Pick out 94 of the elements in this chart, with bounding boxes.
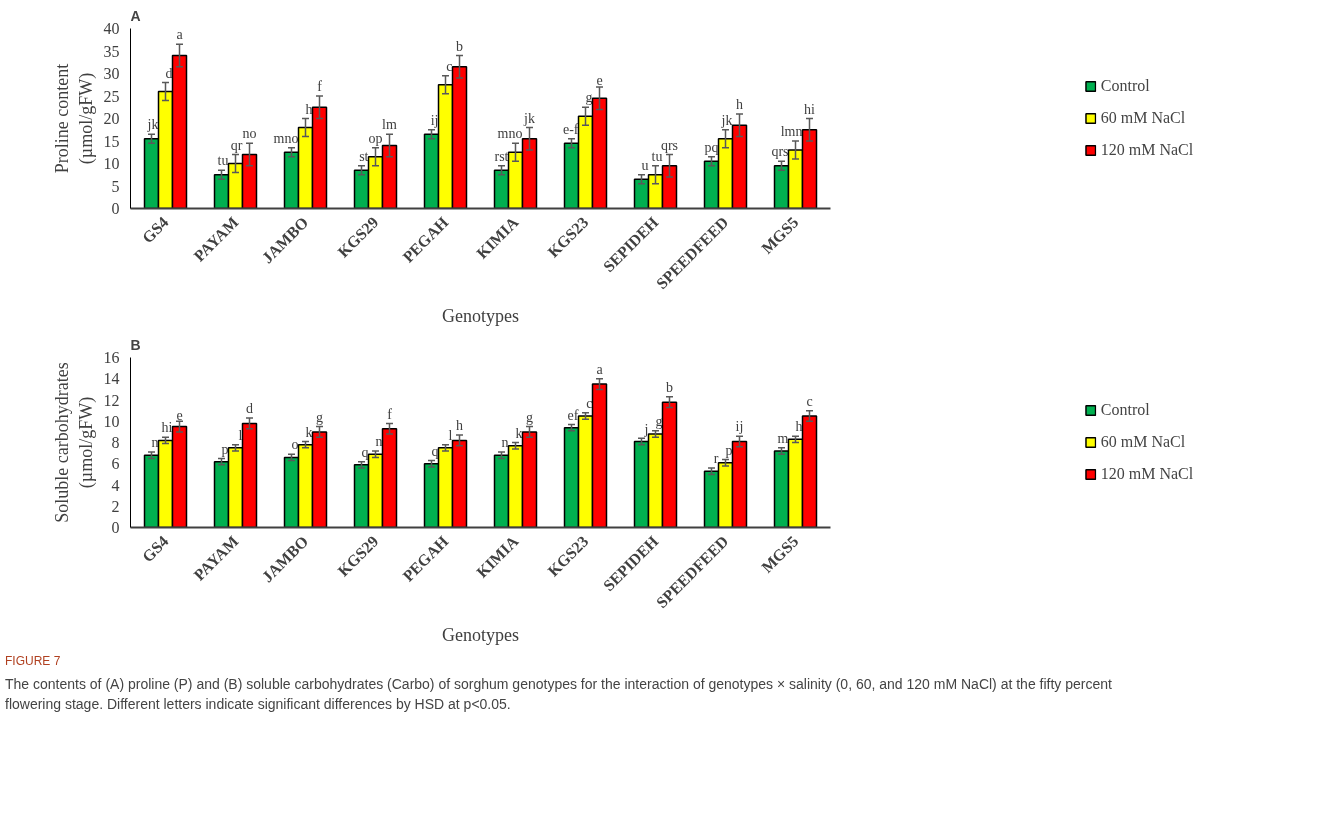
- data-label: qrs: [771, 144, 789, 160]
- data-label: u: [641, 157, 649, 173]
- data-label: ef: [567, 407, 579, 423]
- data-label: rst: [494, 148, 509, 164]
- chart-title: A: [130, 7, 141, 24]
- data-label: d: [165, 65, 173, 81]
- data-label: hi: [804, 101, 816, 117]
- data-label: ij: [735, 419, 744, 435]
- data-label: tu: [651, 148, 663, 164]
- data-label: pq: [704, 139, 719, 155]
- data-label: lm: [382, 117, 397, 133]
- data-label: b: [666, 380, 673, 396]
- legend-label: Control: [1100, 401, 1150, 419]
- data-label: e-f: [562, 121, 579, 137]
- data-label: o: [291, 437, 299, 453]
- data-label: f: [317, 79, 323, 95]
- data-label: h: [305, 101, 313, 117]
- data-label: st: [359, 148, 369, 164]
- data-label: c: [806, 393, 813, 409]
- y-axis-title: Proline content (µmol/gFW): [51, 63, 97, 174]
- data-label: jk: [720, 112, 733, 128]
- y-tick-label: 12: [103, 391, 120, 409]
- y-tick-label: 0: [111, 200, 120, 217]
- data-label: c: [586, 396, 593, 412]
- data-label: g: [526, 409, 533, 425]
- data-label: ij: [430, 112, 439, 128]
- data-label: h: [795, 419, 803, 435]
- x-tick-label: GS4: [138, 532, 172, 566]
- y-tick-label: 40: [103, 20, 120, 37]
- data-label: r: [713, 451, 719, 467]
- y-tick-label: 10: [103, 155, 120, 172]
- text: The contents of (A) proline (P) and (B) soluble carbohydrates (Carbo) of sorghum genotypes for the interaction of genotypes × salinity (0, 60, and 120 mM NaCl) at the fifty percent flowering stage. Different letters indicate significant differences by HSD at p<0.05.: [5, 675, 1113, 715]
- data-label: qr: [230, 137, 243, 153]
- data-label: e: [176, 407, 183, 423]
- y-tick-label: 20: [103, 110, 120, 127]
- legend-label: 60 mM NaCl: [1100, 109, 1186, 127]
- data-label: p: [221, 441, 229, 457]
- data-label: jk: [146, 117, 159, 133]
- caption: FIGURE 7: [5, 653, 62, 670]
- y-tick-label: 35: [103, 42, 120, 60]
- data-label: h: [456, 418, 463, 434]
- data-label: g: [585, 90, 593, 106]
- data-label: hi: [161, 420, 173, 436]
- data-label: jk: [523, 110, 535, 126]
- legend-label: 120 mM NaCl: [1100, 141, 1194, 159]
- x-axis-title: Genotypes: [442, 625, 519, 646]
- data-label: l: [448, 427, 453, 443]
- data-label: a: [596, 362, 604, 378]
- data-label: op: [368, 130, 383, 146]
- y-axis-title: Soluble carbohydrates (µmol/gFW): [51, 362, 97, 523]
- data-label: g: [655, 414, 663, 430]
- y-tick-label: 14: [103, 370, 120, 388]
- data-label: g: [316, 409, 323, 425]
- data-label: h: [736, 97, 743, 113]
- data-label: mno: [273, 130, 299, 146]
- data-label: tu: [217, 153, 229, 169]
- y-tick-label: 16: [103, 349, 120, 366]
- data-label: n: [501, 435, 509, 451]
- data-label: c: [446, 58, 453, 74]
- data-label: n: [375, 434, 383, 450]
- y-tick-label: 25: [103, 87, 120, 105]
- y-tick-label: 10: [103, 412, 120, 430]
- y-tick-label: 30: [103, 65, 120, 82]
- data-label: lmn: [780, 124, 803, 140]
- data-label: k: [305, 424, 313, 440]
- y-tick-label: 8: [111, 434, 120, 451]
- data-label: mno: [497, 126, 523, 142]
- x-axis-title: Genotypes: [442, 306, 519, 327]
- data-label: n: [151, 435, 159, 451]
- data-label: f: [387, 406, 393, 422]
- y-tick-label: 5: [111, 177, 120, 195]
- legend-label: Control: [1100, 77, 1150, 95]
- data-label: a: [176, 27, 184, 43]
- data-label: no: [242, 126, 257, 142]
- data-label: b: [456, 38, 463, 54]
- data-label: m: [777, 431, 789, 447]
- chart-title: B: [130, 336, 141, 353]
- data-label: j: [643, 421, 649, 437]
- y-tick-label: 4: [111, 476, 120, 494]
- data-label: qrs: [660, 137, 679, 153]
- x-tick-label: GS4: [138, 213, 172, 247]
- y-tick-label: 2: [111, 497, 120, 515]
- data-label: k: [515, 425, 523, 441]
- data-label: q: [361, 444, 369, 460]
- y-tick-label: 0: [111, 519, 120, 536]
- data-label: q: [431, 443, 439, 459]
- data-label: p: [725, 442, 733, 458]
- y-tick-label: 6: [111, 455, 120, 473]
- data-label: l: [238, 427, 243, 443]
- y-tick-label: 15: [103, 132, 120, 150]
- legend-label: 60 mM NaCl: [1100, 433, 1186, 451]
- data-label: d: [246, 401, 253, 417]
- data-label: e: [596, 73, 603, 89]
- legend-label: 120 mM NaCl: [1100, 465, 1194, 483]
